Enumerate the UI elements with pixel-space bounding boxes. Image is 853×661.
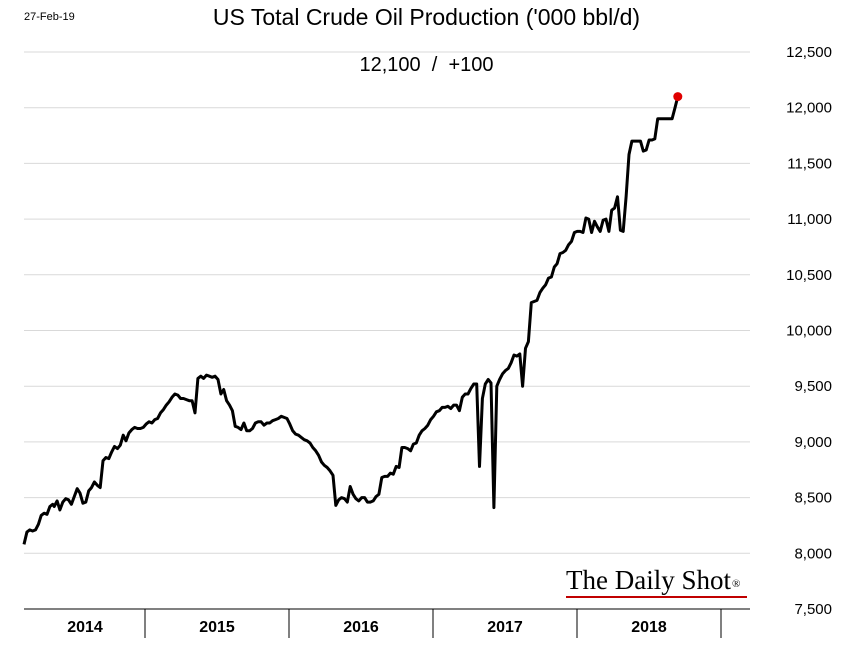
date-stamp: 27-Feb-19 bbox=[24, 11, 75, 23]
brand-registered-mark: ® bbox=[731, 578, 741, 590]
year-label: 2014 bbox=[67, 619, 103, 636]
y-tick-label: 9,500 bbox=[794, 378, 832, 395]
y-tick-label: 11,000 bbox=[787, 211, 832, 228]
brand-underline bbox=[566, 596, 747, 598]
series-line bbox=[22, 96, 680, 545]
y-tick-label: 7,500 bbox=[794, 601, 832, 618]
chart-subtitle-text: 12,100 / +100 bbox=[353, 54, 500, 76]
y-axis-tick-labels: 7,500 8,000 8,500 9,000 9,500 10,000 10,500 11,… bbox=[786, 44, 832, 618]
x-axis-year-labels: 2014 2015 2016 2017 2018 bbox=[67, 619, 667, 636]
y-tick-label: 11,500 bbox=[787, 155, 832, 172]
year-label: 2017 bbox=[487, 619, 523, 636]
year-label: 2016 bbox=[343, 619, 379, 636]
y-tick-label: 8,500 bbox=[794, 490, 832, 507]
y-tick-label: 12,500 bbox=[786, 44, 832, 61]
year-label: 2018 bbox=[631, 619, 667, 636]
chart-title-text: US Total Crude Oil Production ('000 bbl/… bbox=[206, 4, 647, 30]
y-tick-label: 12,000 bbox=[786, 100, 832, 117]
the-daily-shot-logo: The Daily Shot® bbox=[566, 565, 747, 598]
chart-title: US Total Crude Oil Production ('000 bbl/… bbox=[0, 4, 853, 30]
year-label: 2015 bbox=[199, 619, 235, 636]
chart-subtitle: 12,100 / +100 bbox=[0, 54, 853, 77]
gridlines bbox=[24, 51, 750, 554]
y-tick-label: 8,000 bbox=[794, 545, 832, 562]
y-tick-label: 9,000 bbox=[794, 434, 832, 451]
y-tick-label: 10,000 bbox=[786, 323, 832, 340]
brand-name: The Daily Shot bbox=[566, 565, 731, 595]
last-point-marker bbox=[673, 92, 683, 102]
y-tick-label: 10,500 bbox=[786, 267, 832, 284]
x-axis-year-dividers bbox=[144, 609, 722, 638]
